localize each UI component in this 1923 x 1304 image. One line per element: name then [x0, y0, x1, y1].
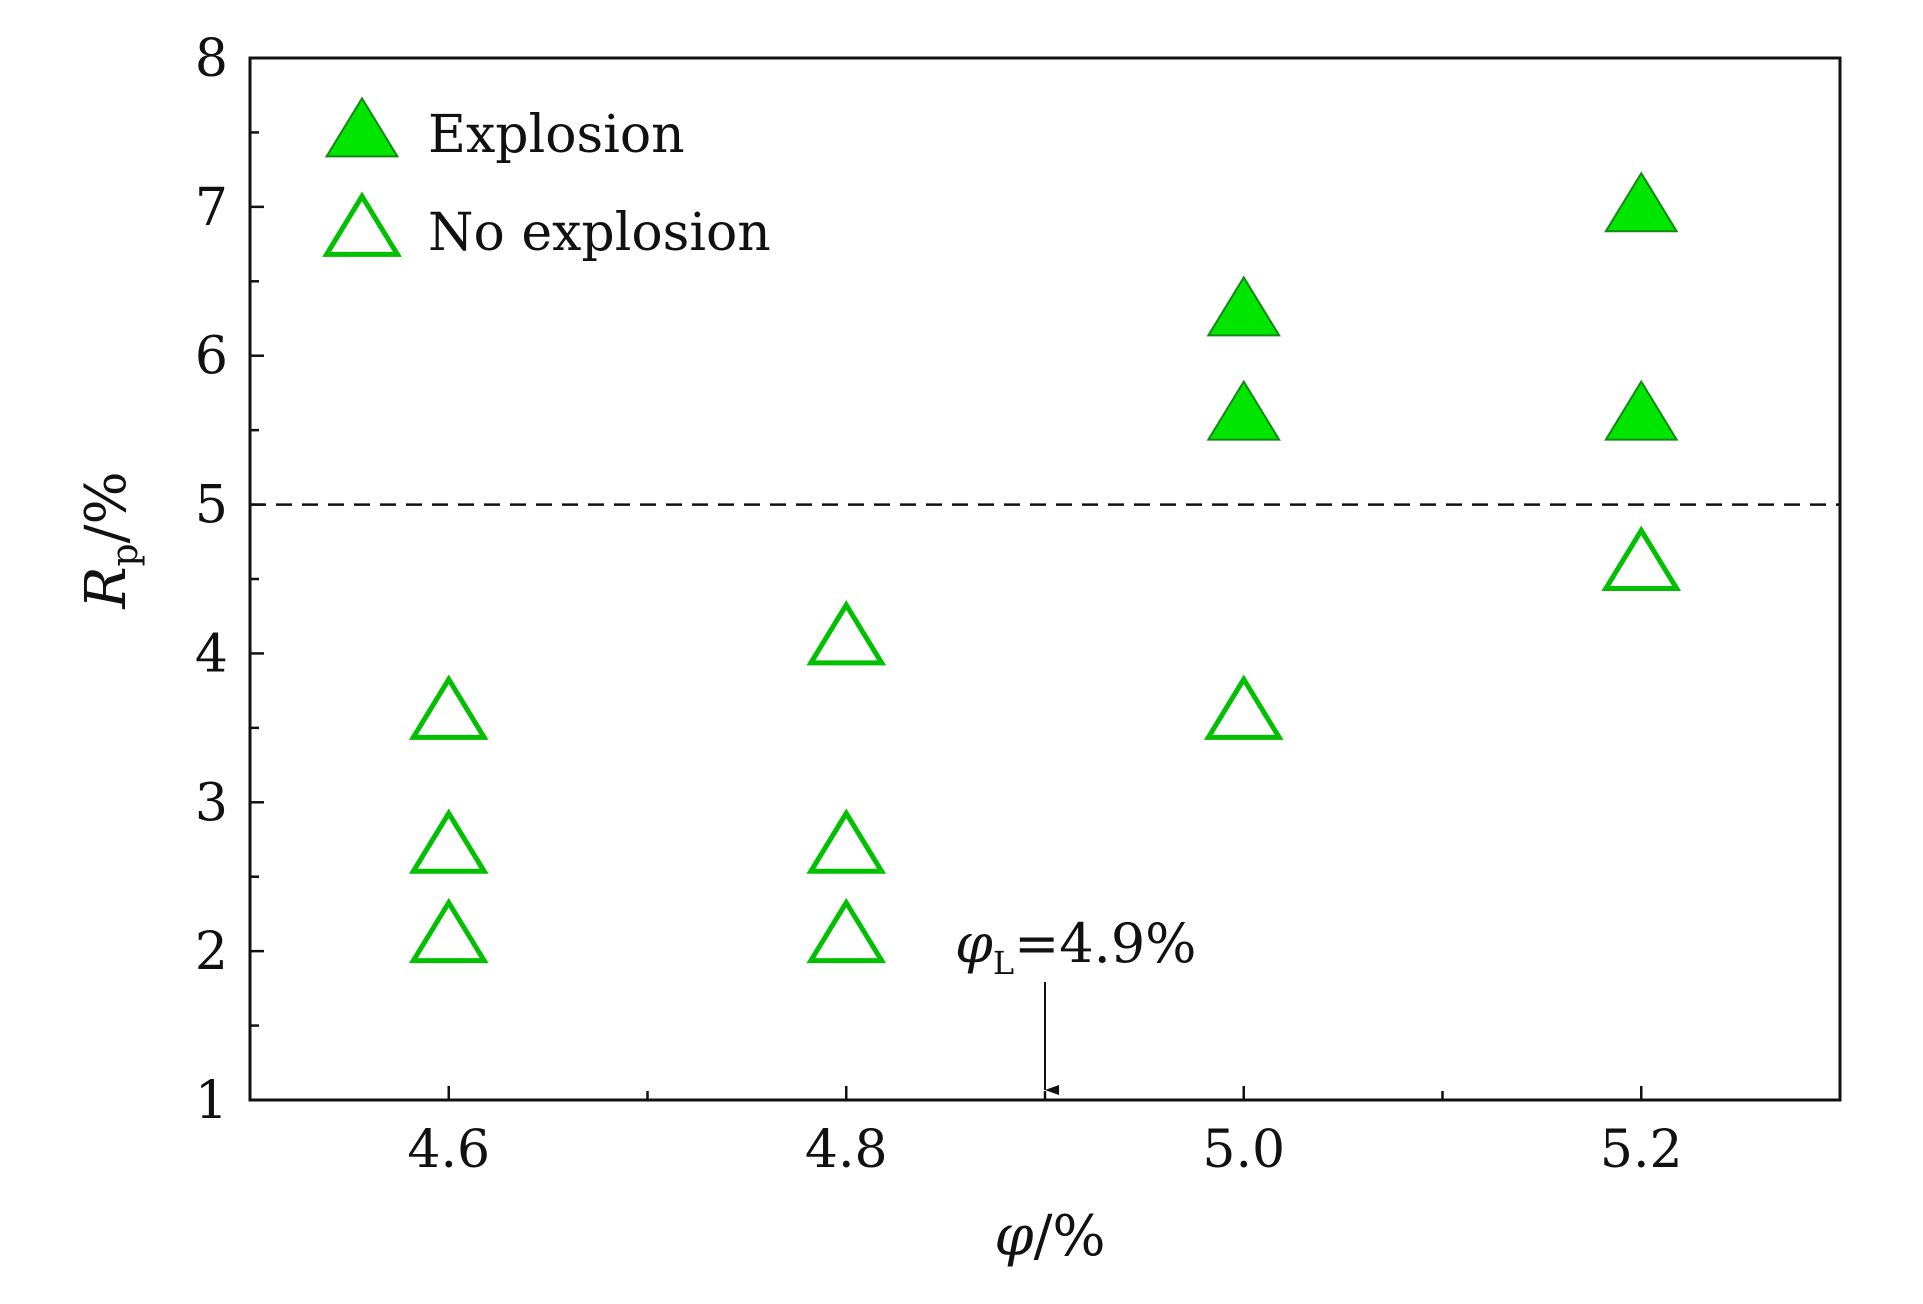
y-tick-label: 3 [195, 773, 228, 833]
y-axis-title: Rp/% [74, 471, 146, 609]
y-tick-label: 4 [195, 624, 228, 684]
no-explosion-marker [1203, 674, 1284, 740]
x-tick-label: 5.2 [1600, 1120, 1683, 1180]
no-explosion-marker [408, 808, 489, 874]
no-explosion-marker [806, 600, 887, 666]
y-tick-label: 5 [195, 476, 228, 536]
plot-frame [248, 56, 1842, 1102]
x-axis-unit: /% [1034, 1204, 1106, 1269]
y-tick-label: 1 [195, 1071, 228, 1131]
no-explosion-marker [806, 897, 887, 964]
x-tick-label: 4.8 [805, 1120, 888, 1180]
no-explosion-marker [806, 808, 887, 874]
y-axis-subscript: p [105, 543, 146, 566]
y-tick-label: 6 [195, 327, 228, 387]
data-points [408, 171, 1682, 964]
y-tick-label: 2 [195, 922, 228, 982]
explosion-marker [1206, 379, 1281, 441]
x-axis-symbol: φ [994, 1204, 1033, 1269]
legend-no-explosion-marker [322, 191, 402, 257]
explosion-marker [1604, 379, 1679, 441]
y-tick-label: 7 [195, 178, 228, 238]
legend-explosion-label: Explosion [428, 105, 685, 165]
explosion-marker [1206, 275, 1281, 337]
annotation-subscript: L [993, 944, 1014, 982]
annotation-symbol: φ [955, 912, 993, 975]
tick-labels: 4.6 4.8 5.0 5.2 1 2 3 4 5 6 7 8 [195, 29, 1683, 1180]
no-explosion-marker [408, 674, 489, 740]
y-axis-unit: /% [74, 471, 139, 543]
no-explosion-marker [408, 897, 489, 964]
x-tick-label: 4.6 [407, 1120, 490, 1180]
legend-no-explosion-label: No explosion [428, 203, 771, 263]
legend-explosion-marker [324, 96, 400, 158]
annotation: φL=4.9% [955, 912, 1197, 1095]
no-explosion-marker [1601, 525, 1682, 591]
explosion-marker [1604, 171, 1679, 233]
x-axis-title: φ/% [994, 1204, 1105, 1269]
x-tick-label: 5.0 [1202, 1120, 1285, 1180]
annotation-value: =4.9% [1014, 912, 1196, 975]
y-axis-symbol: R [74, 566, 139, 609]
annotation-label: φL=4.9% [955, 912, 1197, 982]
legend: Explosion No explosion [322, 96, 771, 263]
y-tick-label: 8 [195, 29, 228, 89]
